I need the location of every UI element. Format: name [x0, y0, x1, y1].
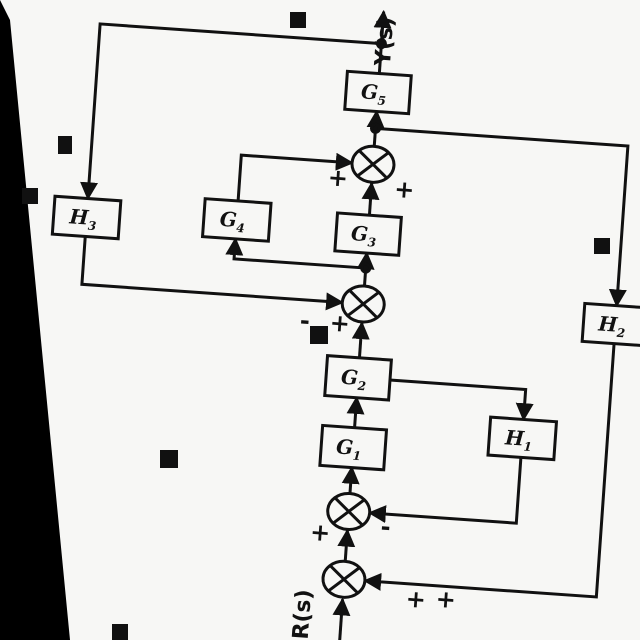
- noise-square: [594, 238, 610, 254]
- block-h2-label: H2: [596, 311, 626, 340]
- input-label: R(s): [289, 589, 317, 640]
- summing-junction-1: [321, 559, 367, 599]
- summing-junction-2: [326, 491, 372, 531]
- block-g4: G4: [200, 197, 273, 243]
- sign-sj3-forward: +: [329, 309, 351, 338]
- takeoff-dot-sj4: [370, 122, 382, 134]
- wire-sj1-sj2: [337, 528, 356, 561]
- block-g5-label: G5: [360, 79, 387, 108]
- block-g1-label: G1: [335, 434, 362, 463]
- output-label: Y(s): [371, 16, 399, 68]
- sign-sj4-g3: +: [393, 175, 415, 204]
- wire-input: [332, 597, 351, 640]
- block-g5: G5: [343, 69, 413, 116]
- wire-h1-return: [367, 457, 523, 525]
- wire-g3-sj4: [361, 181, 380, 216]
- wire-h2-return: [363, 343, 616, 599]
- takeoff-dot-output: [375, 38, 387, 50]
- wire-h1-pickoff: [357, 376, 534, 422]
- sign-sj4-g4: +: [327, 163, 349, 192]
- noise-square: [58, 136, 72, 154]
- wire-g4-pickoff: [225, 237, 366, 270]
- diagram-content: G1 G2 G3 G4 G5 H1 H2 H3: [50, 9, 640, 640]
- sign-sj3-h3: -: [299, 307, 311, 336]
- block-h3-label: H3: [68, 204, 98, 233]
- wire-h3-pickoff: [80, 22, 382, 201]
- block-h2: H2: [580, 301, 640, 348]
- takeoff-dot-g3: [360, 262, 372, 274]
- sign-sj1-input: +: [405, 585, 427, 614]
- block-g2: G2: [323, 354, 393, 402]
- summing-junction-3: [340, 284, 386, 324]
- sign-sj1-h2: +: [435, 585, 457, 614]
- sign-sj2-h1: -: [380, 513, 392, 542]
- block-g1: G1: [318, 423, 389, 472]
- noise-square: [290, 12, 306, 28]
- wire-g1-g2: [346, 395, 365, 428]
- wire-h3-return: [80, 236, 345, 311]
- block-g3-label: G3: [350, 221, 377, 250]
- block-g3: G3: [333, 211, 403, 257]
- noise-square: [22, 188, 38, 204]
- noise-square: [310, 326, 328, 344]
- wire-g2-sj3: [351, 321, 370, 358]
- block-h1-label: H1: [503, 425, 533, 454]
- block-g2-label: G2: [340, 365, 367, 394]
- block-g4-label: G4: [219, 207, 246, 236]
- wire-sj2-g1: [341, 465, 360, 493]
- wire-g4-out: [236, 152, 354, 202]
- wire-h2-pickoff: [375, 126, 630, 308]
- block-h3: H3: [50, 194, 123, 241]
- summing-junction-4: [350, 144, 396, 184]
- block-h1: H1: [486, 415, 559, 462]
- noise-square: [160, 450, 178, 468]
- noise-square: [112, 624, 128, 640]
- sign-sj2-forward: +: [309, 518, 331, 547]
